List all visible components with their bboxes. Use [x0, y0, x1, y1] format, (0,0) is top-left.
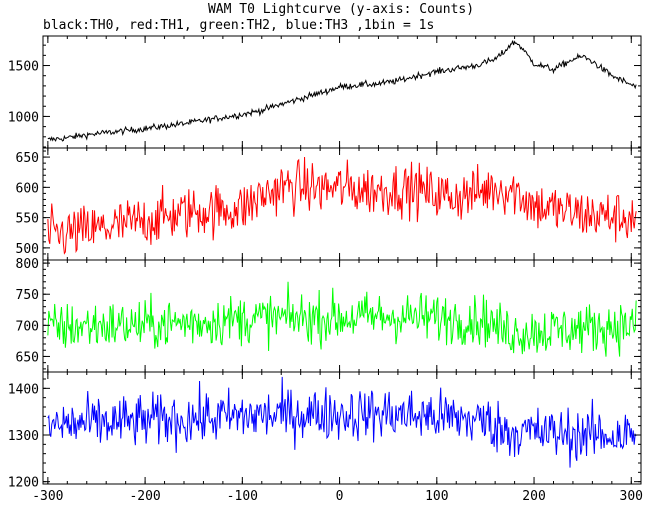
series-line-0: [47, 40, 637, 142]
chart-subtitle: black:TH0, red:TH1, green:TH2, blue:TH3 …: [43, 18, 434, 33]
panel-0: 1000 1500: [8, 35, 642, 149]
y-tick-label: 800: [16, 257, 39, 272]
y-tick-label: 1500: [8, 60, 39, 75]
series-line-2: [47, 281, 637, 357]
y-tick-label: 650: [16, 350, 39, 365]
y-tick-label: 750: [16, 288, 39, 303]
y-tick-label: 650: [16, 151, 39, 166]
y-tick-label: 1300: [8, 429, 39, 444]
panels-group: 1000 1500 500 550 600 650 650 700 750 800 1200 1300…: [8, 35, 642, 491]
y-tick-label: 550: [16, 212, 39, 227]
x-axis: -300 -200 -100 0 100 200 300: [32, 489, 643, 504]
x-tick-label: 300: [620, 489, 643, 504]
x-tick-label: 0: [336, 489, 344, 504]
series-line-3: [47, 376, 637, 468]
y-tick-label: 700: [16, 319, 39, 334]
chart-title: WAM T0 Lightcurve (y-axis: Counts): [208, 2, 474, 17]
y-tick-label: 1400: [8, 382, 39, 397]
series-line-1: [47, 156, 637, 255]
x-tick-label: -100: [227, 489, 258, 504]
panel-3: 1200 1300 1400: [8, 371, 642, 491]
panel-1: 500 550 600 650: [16, 147, 642, 261]
panel-frame-3: [42, 371, 642, 485]
x-tick-label: -300: [32, 489, 63, 504]
x-tick-label: 200: [522, 489, 545, 504]
x-tick-label: 100: [425, 489, 448, 504]
panel-2: 650 700 750 800: [16, 257, 642, 373]
x-tick-label: -200: [129, 489, 160, 504]
y-tick-label: 500: [16, 242, 39, 257]
y-tick-label: 1000: [8, 110, 39, 125]
y-tick-label: 600: [16, 181, 39, 196]
y-tick-label: 1200: [8, 476, 39, 491]
